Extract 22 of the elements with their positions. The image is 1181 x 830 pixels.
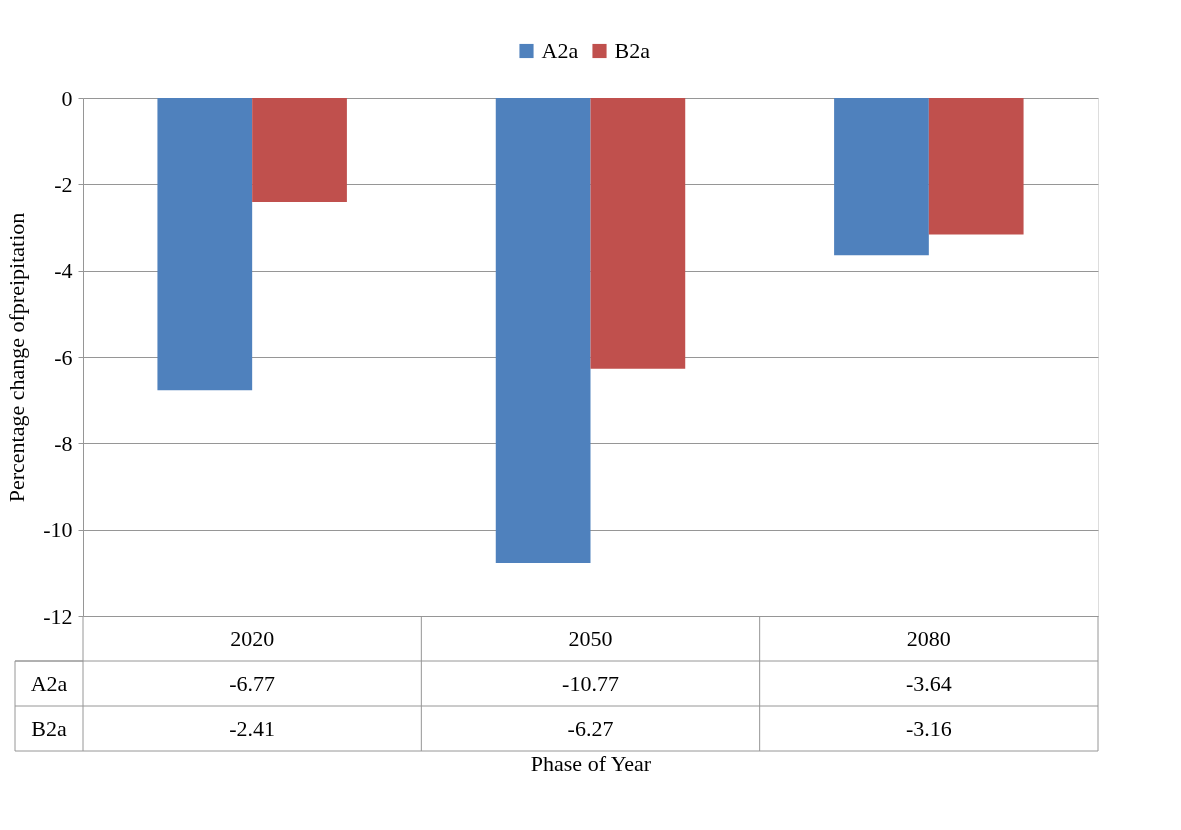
data-label: -10.77	[562, 670, 619, 696]
x-tick-label: 2050	[568, 626, 613, 651]
y-tick-label: -8	[54, 430, 73, 456]
y-tick-label: -2	[54, 171, 73, 197]
x-axis-title: Phase of Year	[530, 751, 652, 776]
data-label: -6.77	[229, 670, 276, 696]
text: B2a	[31, 715, 67, 741]
legend-label: A2a	[541, 38, 579, 63]
y-tick-label: -12	[43, 603, 73, 629]
legend-label: B2a	[614, 38, 651, 63]
text: A2a	[30, 670, 68, 696]
y-tick-label: -6	[54, 344, 73, 370]
data-label: -2.41	[229, 715, 276, 741]
y-tick-label: -4	[54, 258, 73, 284]
y-axis-title: Percentage change ofpreipitation	[4, 212, 30, 503]
y-tick-label: -10	[43, 517, 73, 543]
data-label: -3.16	[905, 715, 952, 741]
data-label: -3.64	[905, 670, 952, 696]
x-tick-label: 2080	[906, 626, 951, 651]
x-tick-label: 2020	[230, 626, 275, 651]
data-label: -6.27	[567, 715, 614, 741]
y-tick-label: 0	[61, 85, 73, 111]
